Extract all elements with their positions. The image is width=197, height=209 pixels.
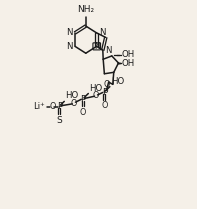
Text: HO: HO [89, 84, 102, 93]
Text: N: N [105, 46, 112, 55]
Text: O: O [101, 101, 108, 110]
Text: N: N [66, 28, 73, 37]
Text: N: N [94, 42, 100, 51]
Text: O: O [71, 99, 77, 108]
Text: P: P [57, 102, 62, 111]
Text: HO: HO [111, 77, 124, 86]
Text: HO: HO [65, 91, 78, 100]
Text: N: N [99, 28, 105, 37]
Text: Li⁺: Li⁺ [33, 102, 45, 111]
Text: N: N [66, 42, 73, 51]
Text: O: O [49, 102, 56, 111]
Text: O: O [104, 80, 110, 89]
Text: NH₂: NH₂ [77, 5, 94, 14]
Text: OH: OH [122, 59, 135, 68]
Text: OH: OH [122, 50, 135, 59]
Text: O: O [80, 108, 86, 117]
Text: P: P [102, 88, 107, 97]
Text: O: O [93, 91, 99, 100]
Text: S: S [57, 116, 62, 125]
Text: P: P [80, 95, 85, 104]
